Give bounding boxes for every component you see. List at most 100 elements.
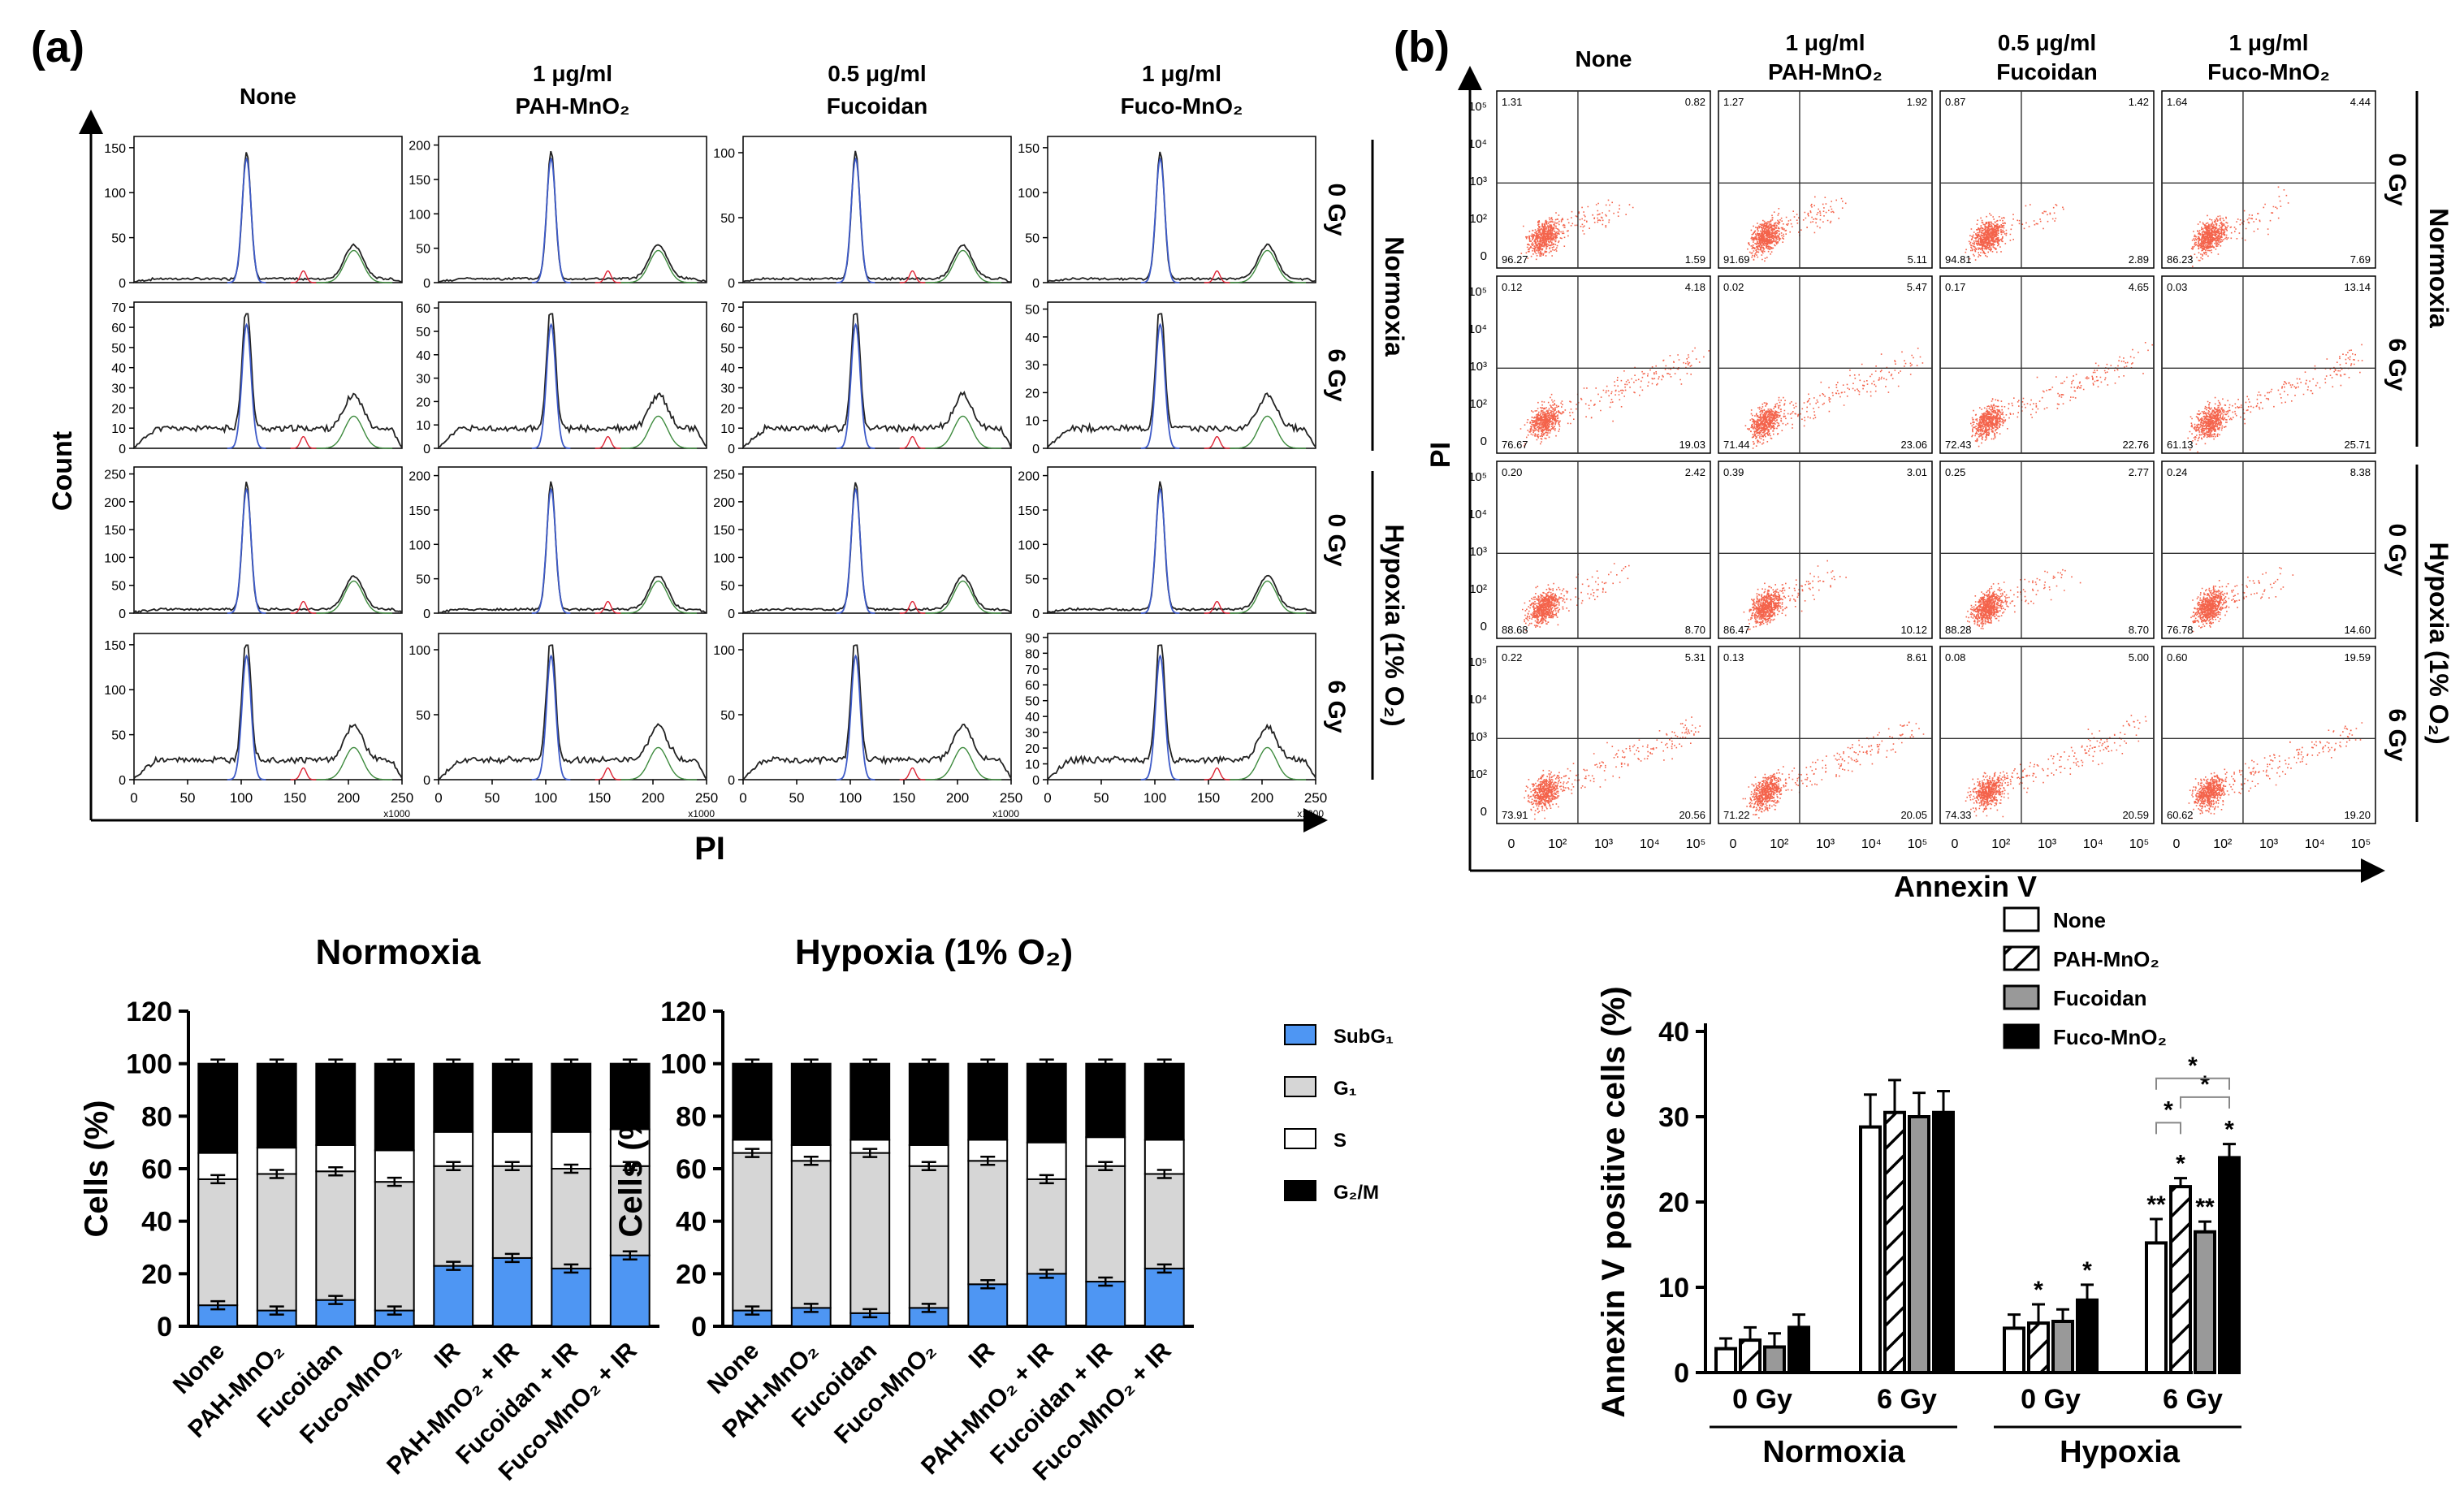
x-tick-label: 250 bbox=[391, 790, 413, 806]
error-bar bbox=[210, 1058, 226, 1069]
y-tick-label: 50 bbox=[1025, 304, 1040, 318]
row-dose-label: 6 Gy bbox=[1323, 680, 1350, 733]
quadrant-lower-left-value: 76.67 bbox=[1502, 439, 1528, 451]
x-tick-label: 250 bbox=[1304, 790, 1327, 806]
dotplot-frame bbox=[1939, 90, 2155, 269]
x-tick-label: IR bbox=[430, 1337, 466, 1373]
y-tick-label: 10³ bbox=[1469, 360, 1487, 374]
stacked-bar-segment bbox=[609, 1062, 651, 1131]
y-tick-label: 10⁴ bbox=[1468, 508, 1487, 521]
histogram-frame bbox=[1047, 136, 1316, 283]
column-header-line1: 1 μg/ml bbox=[2228, 30, 2308, 55]
x-tick-label: 200 bbox=[642, 790, 664, 806]
y-tick-label: 150 bbox=[104, 639, 126, 653]
quadrant-lower-right-value: 1.59 bbox=[1685, 253, 1705, 266]
dotplot: 0.02 5.47 71.44 23.06 bbox=[1718, 275, 1933, 454]
quadrant-upper-right-value: 2.42 bbox=[1685, 466, 1705, 478]
x-tick-label: 100 bbox=[839, 790, 862, 806]
g1-fit-curve bbox=[1140, 487, 1180, 614]
y-tick-label: 10 bbox=[720, 422, 735, 436]
stacked-bar-segment bbox=[849, 1152, 891, 1314]
s-fit-curve bbox=[1204, 767, 1230, 780]
quadrant-lower-left-value: 71.44 bbox=[1723, 439, 1750, 451]
y-tick-label: 60 bbox=[416, 302, 430, 316]
group-label-normoxia: Normoxia bbox=[1380, 236, 1409, 357]
comparison-marker: * bbox=[2200, 1071, 2210, 1098]
histogram-frame bbox=[438, 466, 707, 614]
stacked-bar-segment bbox=[908, 1165, 949, 1309]
y-tick-label: 200 bbox=[1018, 470, 1040, 484]
error-bar bbox=[210, 1174, 226, 1185]
y-tick-label: 80 bbox=[676, 1101, 707, 1132]
group-label-hypoxia: Hypoxia (1% O₂) bbox=[2424, 543, 2453, 745]
dotplot-events bbox=[1965, 569, 2081, 629]
x-tick-label: 10⁵ bbox=[1686, 837, 1705, 851]
dotplot: 0.60 19.59 60.62 19.20 bbox=[2161, 646, 2376, 824]
g2m-fit-curve bbox=[924, 249, 1002, 283]
quadrant-lower-left-value: 88.28 bbox=[1945, 624, 1972, 636]
histogram-frame bbox=[133, 466, 403, 614]
y-axis-label: Annexin V positive cells (%) bbox=[1596, 986, 1632, 1417]
quadrant-upper-right-value: 13.14 bbox=[2344, 281, 2371, 293]
group-label: Normoxia bbox=[1762, 1435, 1905, 1469]
column-header-line2: PAH-MnO₂ bbox=[1768, 59, 1883, 84]
error-bar bbox=[1098, 1058, 1113, 1069]
y-tick-label: 40 bbox=[1025, 331, 1040, 345]
stacked-bar-segment bbox=[315, 1170, 357, 1301]
stacked-bar-segment bbox=[197, 1062, 239, 1154]
g2m-fit-curve bbox=[1229, 415, 1307, 449]
dotplot-frame bbox=[1496, 90, 1711, 269]
x-tick-label: 50 bbox=[789, 790, 805, 806]
annexin-bar-chart: Annexin V positive cells (%) 0 10 20 30 40 0 G… bbox=[1596, 906, 2241, 1469]
error-bar bbox=[564, 1263, 579, 1274]
y-tick-label: 80 bbox=[1025, 647, 1040, 661]
stacked-bar-segment bbox=[374, 1181, 415, 1312]
annexin-bar bbox=[2169, 1185, 2192, 1374]
dotplot-frame bbox=[2161, 275, 2376, 454]
quadrant-lower-left-value: 71.22 bbox=[1723, 809, 1750, 821]
dotplot: 0.20 2.42 88.68 8.70 10⁵ 10⁴ 10³ 10² 0 bbox=[1468, 460, 1711, 639]
y-tick-label: 150 bbox=[104, 524, 126, 538]
histogram-trace bbox=[1047, 313, 1316, 448]
x-tick-label: 6 Gy bbox=[2163, 1384, 2223, 1415]
g1-fit-curve bbox=[836, 157, 875, 283]
x-tick-label: 10³ bbox=[2038, 837, 2057, 851]
histogram-plot: 0 50 100 150 200 bbox=[1018, 466, 1316, 621]
x-tick-label: 200 bbox=[946, 790, 969, 806]
g2m-fit-curve bbox=[620, 746, 698, 780]
stacked-bar-segment bbox=[1143, 1062, 1185, 1141]
column-header-line2: Fucoidan bbox=[827, 93, 927, 119]
y-tick-label: 50 bbox=[111, 342, 126, 356]
quadrant-lower-right-value: 8.70 bbox=[2129, 624, 2149, 636]
g2m-fit-curve bbox=[1229, 580, 1307, 614]
error-bar bbox=[446, 1161, 461, 1172]
dotplot-frame bbox=[1939, 275, 2155, 454]
histogram-plot: 0 50 100 150 200 bbox=[409, 136, 707, 291]
y-tick-label: 50 bbox=[111, 232, 126, 246]
y-tick-label: 10 bbox=[416, 419, 430, 433]
dotplot: 0.12 4.18 76.67 19.03 10⁵ 10⁴ 10³ 10² 0 bbox=[1468, 275, 1711, 454]
x-tick-label: 10² bbox=[1991, 837, 2011, 851]
comparison-bracket bbox=[2155, 1122, 2181, 1135]
comparison-bracket bbox=[2155, 1077, 2230, 1090]
y-tick-label: 150 bbox=[104, 142, 126, 156]
error-bar bbox=[2032, 1303, 2045, 1324]
g2m-fit-curve bbox=[620, 249, 698, 283]
x-tick-label: 0 Gy bbox=[2021, 1384, 2081, 1415]
error-bar bbox=[745, 1305, 760, 1316]
y-tick-label: 10⁵ bbox=[1468, 470, 1487, 484]
error-bar bbox=[1913, 1092, 1926, 1117]
dotplot-events bbox=[2190, 186, 2289, 267]
g1-fit-curve bbox=[227, 322, 266, 449]
stacked-bar-segment bbox=[491, 1062, 533, 1133]
g1-fit-curve bbox=[836, 487, 875, 614]
error-bar bbox=[1792, 1313, 1805, 1328]
quadrant-lower-left-value: 72.43 bbox=[1945, 439, 1972, 451]
annexin-bar bbox=[2027, 1321, 2050, 1374]
significance-marker: * bbox=[2224, 1117, 2234, 1144]
y-tick-label: 0 bbox=[1481, 620, 1487, 633]
y-tick-label: 0 bbox=[1481, 805, 1487, 819]
column-header-line1: 1 μg/ml bbox=[1142, 61, 1221, 86]
quadrant-upper-left-value: 0.17 bbox=[1945, 281, 1965, 293]
group-label-normoxia: Normoxia bbox=[2424, 208, 2453, 328]
